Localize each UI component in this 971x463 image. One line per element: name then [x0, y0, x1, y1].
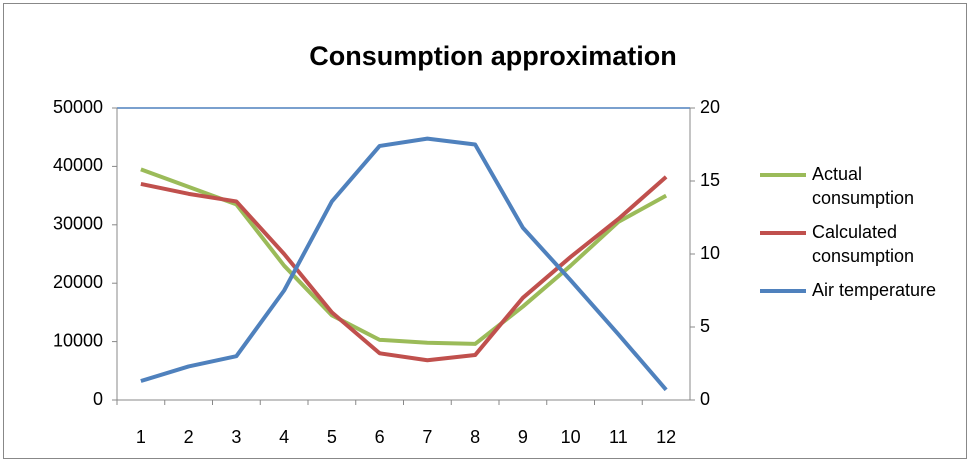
y-tick-label: 40000	[53, 155, 103, 175]
y2-tick-label: 0	[700, 389, 710, 409]
legend-swatch	[760, 231, 806, 235]
x-tick-label: 12	[656, 427, 676, 447]
chart-title: Consumption approximation	[309, 41, 677, 71]
x-tick-label: 10	[561, 427, 581, 447]
y-tick-label: 10000	[53, 330, 103, 350]
legend-entry: Calculated consumption	[760, 220, 960, 268]
legend-label: Actual consumption	[812, 164, 915, 208]
legend-swatch	[760, 289, 806, 293]
y2-tick-label: 10	[700, 243, 720, 263]
y2-tick-label: 5	[700, 316, 710, 336]
x-tick-label: 6	[375, 427, 385, 447]
legend-label: Air temperature	[812, 280, 937, 300]
y-tick-label: 50000	[53, 97, 103, 117]
x-tick-label: 4	[279, 427, 289, 447]
x-tick-label: 3	[231, 427, 241, 447]
legend: Actual consumption Calculated consumption…	[760, 162, 960, 312]
x-tick-label: 7	[422, 427, 432, 447]
legend-label: Calculated consumption	[812, 222, 915, 266]
x-tick-label: 9	[518, 427, 528, 447]
y2-tick-label: 20	[700, 97, 720, 117]
x-tick-label: 5	[327, 427, 337, 447]
chart-border	[3, 3, 967, 459]
series-line	[140, 175, 668, 363]
legend-entry: Air temperature	[760, 278, 960, 302]
x-tick-label: 2	[184, 427, 194, 447]
x-tick-label: 11	[609, 427, 628, 447]
y2-tick-label: 15	[700, 170, 720, 190]
y-tick-label: 20000	[53, 272, 103, 292]
x-tick-label: 1	[136, 427, 146, 447]
y-tick-label: 30000	[53, 214, 103, 234]
x-tick-label: 8	[470, 427, 480, 447]
series-line	[140, 136, 668, 392]
legend-entry: Actual consumption	[760, 162, 960, 210]
legend-swatch	[760, 173, 806, 177]
y-tick-label: 0	[93, 389, 103, 409]
